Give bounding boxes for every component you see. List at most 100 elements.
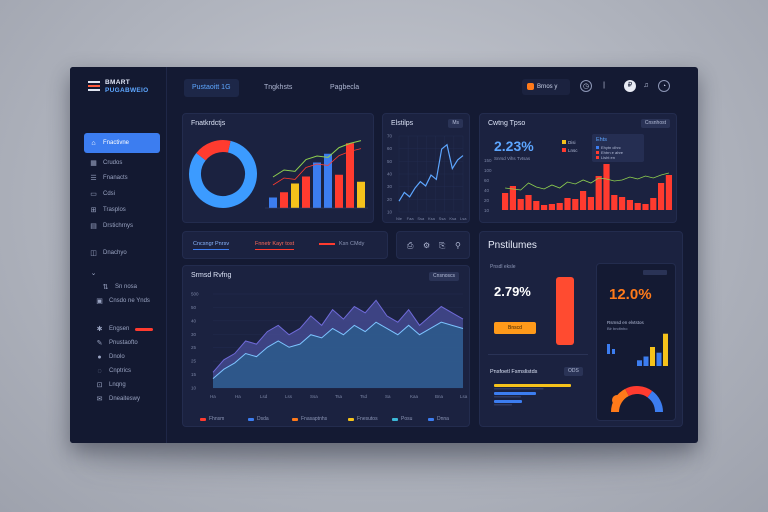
hbar: [494, 400, 522, 403]
x-tick-label: Tsa: [335, 394, 343, 399]
sidebar-item-engsen[interactable]: ✱ Engsen: [84, 319, 160, 339]
sidebar-item-drstichrnys[interactable]: ▤ Drstichrnys: [84, 216, 160, 236]
sidebar-item-dneaiteswy[interactable]: ✉ Dneaiteswy: [84, 389, 160, 409]
sidebar-item-pnustaofto[interactable]: ✎ Pnustaofto: [84, 333, 160, 353]
gear-icon[interactable]: ⚙: [423, 241, 431, 250]
trend-line: [272, 148, 362, 186]
filter-tab-3[interactable]: Ksn CMdy: [339, 241, 365, 247]
bar: [572, 199, 579, 210]
pro-list-button[interactable]: ODS: [564, 367, 583, 376]
bar: [637, 360, 642, 366]
y-tick-label: 40: [191, 318, 197, 323]
kpi-caption: Rsmsd en elvtstos: [607, 320, 644, 325]
app-logo[interactable]: BMART PUGABWEIO: [88, 79, 149, 95]
tab-overview[interactable]: Pustaoitt 1G: [184, 79, 239, 97]
sort-icon: ⇅: [102, 283, 109, 291]
y-tick-label: 25: [191, 359, 197, 364]
sidebar-item-dnolo[interactable]: ● Dnolo: [84, 347, 160, 367]
hbar: [494, 392, 536, 395]
panel-title: Cwtng Tpso: [488, 120, 526, 127]
bar: [541, 205, 548, 210]
donut-slice: [196, 140, 231, 161]
bar: [564, 198, 571, 210]
legend-item: Dnna: [428, 416, 449, 422]
user-menu[interactable]: Brnos y: [522, 79, 570, 95]
chat-icon[interactable]: ◔: [658, 80, 670, 92]
sidebar-item-cnptrics[interactable]: ◌ Cnptrics: [84, 361, 160, 381]
x-tick-label: Tsd: [360, 394, 368, 399]
filter-icon[interactable]: ⚲: [455, 241, 461, 250]
bar: [665, 175, 672, 210]
logo-line-2: PUGABWEIO: [105, 87, 149, 94]
legend-item: Fnesutos: [348, 416, 378, 422]
currency-icon[interactable]: ₽: [624, 80, 636, 92]
pro-button[interactable]: Bnscd: [494, 322, 536, 334]
sidebar-item-crudos[interactable]: ▦ Crudos: [84, 153, 160, 173]
export-icon[interactable]: ⎘: [439, 241, 446, 250]
tab-pagbecla[interactable]: Pagbecla: [330, 84, 360, 91]
sidebar-item-sn-nosa[interactable]: ⇅ Sn nosa: [84, 277, 160, 297]
sidebar-item-label: Drstichrnys: [103, 223, 134, 229]
sidebar-item-dnachyo[interactable]: ◫ Dnachyo: [84, 243, 160, 263]
sidebar-item-fnanacts[interactable]: ☰ Fnanacts: [84, 168, 160, 188]
logo-line-1: BMART: [105, 79, 130, 86]
horizontal-bar-chart: [494, 384, 571, 406]
sidebar-item-cdsi[interactable]: ▭ Cdsi: [84, 184, 160, 204]
share-icon[interactable]: ⎙: [407, 241, 414, 250]
bar: [626, 200, 633, 210]
alert-bar: [135, 327, 154, 331]
filter-tab-1[interactable]: Cncsngr Pnrsv: [193, 241, 230, 250]
bar: [595, 176, 602, 210]
trend-line: [272, 140, 362, 178]
y-tick-label: 30: [191, 332, 197, 337]
divider-icon: |: [603, 82, 605, 89]
gauge-segment: [625, 386, 653, 398]
hbar-track: [494, 396, 521, 398]
panel-options-button[interactable]: Cnsnoscs: [429, 272, 459, 281]
x-tick-label: Faa: [407, 216, 415, 221]
bar: [643, 356, 649, 366]
legend-box: Ehts Ehytn clhrc Ehtrn e ahre Llsht en: [592, 134, 644, 162]
tab-tngkhsts[interactable]: Tngkhsts: [264, 84, 293, 91]
x-tick-label: Lsd: [260, 394, 268, 399]
y-tick-label: 20: [387, 197, 393, 202]
bar: [357, 181, 365, 208]
y-tick-label: 30: [387, 184, 393, 189]
sidebar-item-lnqng[interactable]: ⊡ Lnqng: [84, 375, 160, 395]
gauge-chart: [611, 386, 663, 413]
filter-tab-2[interactable]: Fnnetr Kayr tost: [255, 241, 295, 250]
bar: [302, 176, 310, 208]
filter-tabs: Cncsngr Pnrsv Fnnetr Kayr tost Ksn CMdy: [182, 231, 388, 259]
bar: [548, 204, 555, 210]
bar: [324, 153, 332, 208]
sidebar-item-cnsdo[interactable]: ▣ Cnsdo ne Ynds: [84, 291, 160, 311]
clock-icon[interactable]: ◷: [580, 80, 592, 92]
x-tick-label: Sa: [385, 394, 391, 399]
x-tick-label: Ha: [210, 394, 216, 399]
area-chart: 500 50 40 30 25 25 15 10 Ha Ha Lsd Lss Ssa Tsa Tsd Sa Ka…: [191, 292, 468, 400]
pro-caption: Pnsdl eksle: [490, 264, 516, 270]
sidebar-item-trasplos[interactable]: ⊞ Trasplos: [84, 200, 160, 220]
y-tick-label: 10: [191, 386, 197, 391]
y-tick-label: 50: [387, 159, 393, 164]
sidebar-item-label: Fnanacts: [103, 175, 128, 181]
y-tick-label: 100: [484, 168, 492, 173]
chart-icon: ◫: [90, 249, 97, 257]
bar-chart: [265, 140, 368, 209]
logo-icon: [88, 81, 100, 93]
legend-item: Fnasaptnhs: [292, 416, 327, 422]
x-tick-label: Ksa: [449, 216, 457, 221]
bar: [611, 195, 618, 210]
bar: [335, 174, 343, 208]
panel-options-button[interactable]: Cnsnhost: [640, 119, 670, 128]
bell-icon[interactable]: ♫: [643, 82, 649, 89]
panel-menu-button[interactable]: Ms: [448, 119, 463, 128]
sidebar-item-home[interactable]: ⌂ Fnactivne: [84, 133, 160, 153]
sidebar-collapse[interactable]: ⌄: [84, 263, 160, 283]
x-tick-label: Bna: [435, 394, 444, 399]
kpi-menu[interactable]: [643, 270, 667, 275]
y-tick-label: 60: [387, 146, 393, 151]
bar: [634, 203, 641, 210]
y-tick-label: 25: [191, 345, 197, 350]
bar: [650, 347, 655, 366]
